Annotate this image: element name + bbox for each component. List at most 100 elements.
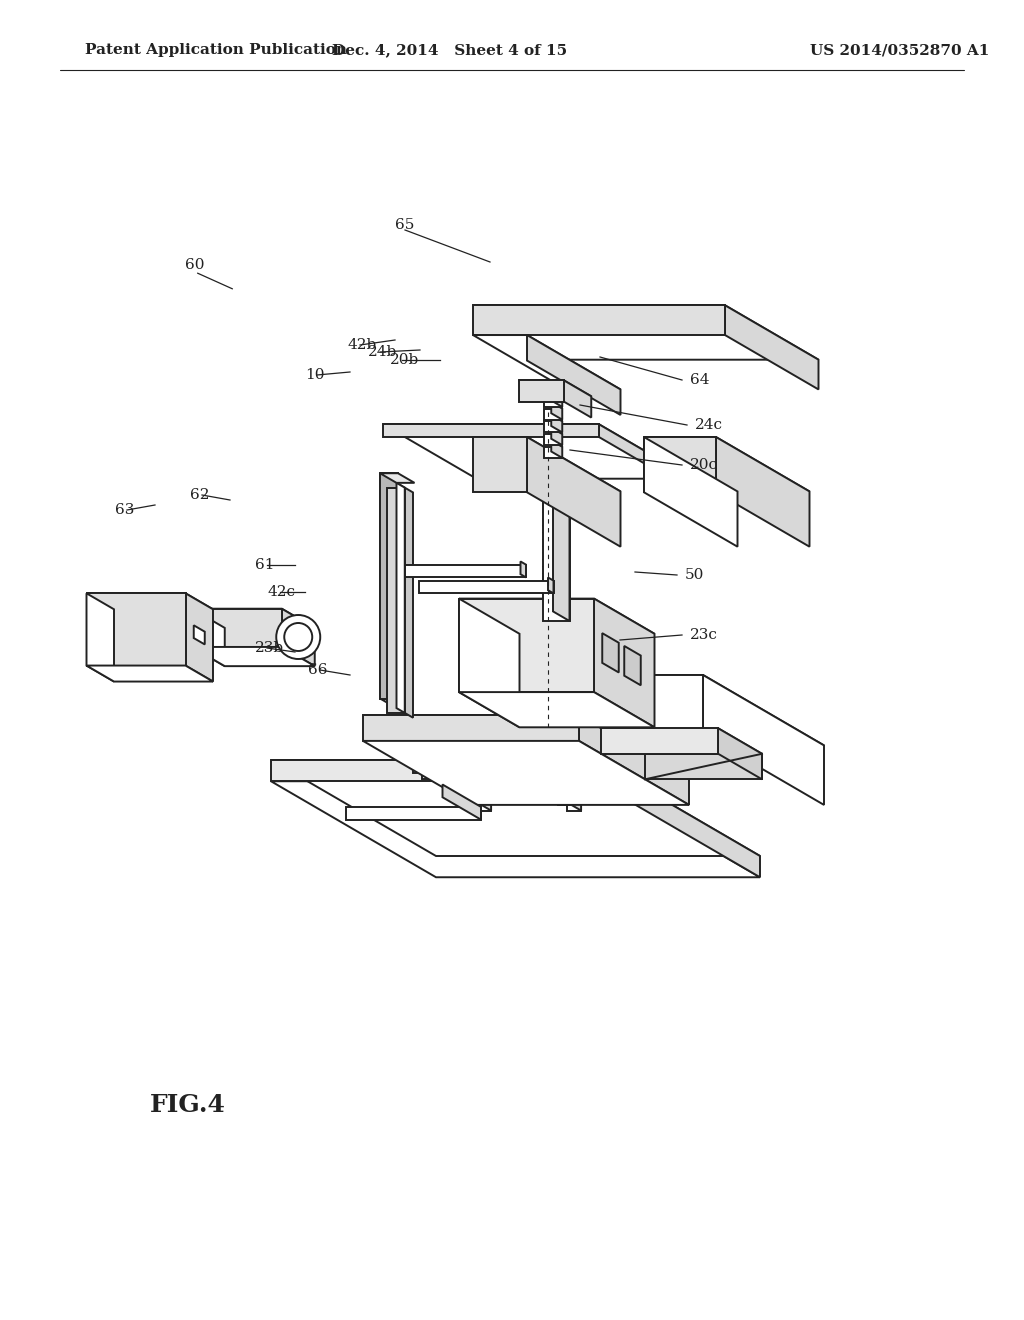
- Polygon shape: [473, 335, 621, 389]
- Polygon shape: [644, 437, 810, 491]
- Polygon shape: [282, 609, 314, 667]
- Polygon shape: [579, 715, 689, 805]
- Polygon shape: [527, 335, 621, 414]
- Polygon shape: [645, 754, 762, 779]
- Text: 23c: 23c: [690, 628, 718, 642]
- Polygon shape: [519, 380, 591, 396]
- Polygon shape: [362, 715, 579, 741]
- Text: 62: 62: [190, 488, 210, 502]
- Polygon shape: [362, 715, 689, 779]
- Polygon shape: [442, 784, 481, 820]
- Text: US 2014/0352870 A1: US 2014/0352870 A1: [810, 44, 989, 57]
- Polygon shape: [86, 593, 114, 681]
- Polygon shape: [718, 729, 762, 779]
- Polygon shape: [185, 593, 213, 681]
- Polygon shape: [544, 409, 562, 420]
- Polygon shape: [459, 692, 654, 727]
- Polygon shape: [512, 727, 526, 779]
- Polygon shape: [544, 396, 562, 407]
- Polygon shape: [503, 722, 517, 774]
- Polygon shape: [520, 561, 526, 577]
- Polygon shape: [271, 781, 760, 878]
- Polygon shape: [544, 447, 562, 458]
- Polygon shape: [459, 598, 519, 727]
- Polygon shape: [566, 759, 581, 810]
- Polygon shape: [551, 441, 562, 458]
- Polygon shape: [86, 593, 185, 665]
- Polygon shape: [383, 424, 599, 437]
- Polygon shape: [625, 645, 641, 685]
- Polygon shape: [517, 722, 526, 779]
- Polygon shape: [380, 474, 415, 483]
- Polygon shape: [551, 428, 562, 445]
- Polygon shape: [459, 598, 594, 692]
- Polygon shape: [86, 593, 213, 610]
- Polygon shape: [397, 483, 413, 718]
- Polygon shape: [422, 727, 436, 779]
- Polygon shape: [473, 305, 725, 335]
- Circle shape: [276, 615, 321, 659]
- Polygon shape: [191, 609, 314, 628]
- Polygon shape: [519, 380, 564, 401]
- Text: 63: 63: [115, 503, 134, 517]
- Polygon shape: [551, 414, 562, 433]
- Polygon shape: [602, 634, 618, 672]
- Polygon shape: [191, 647, 314, 667]
- Polygon shape: [548, 577, 554, 594]
- Polygon shape: [553, 450, 569, 620]
- Text: Dec. 4, 2014   Sheet 4 of 15: Dec. 4, 2014 Sheet 4 of 15: [333, 44, 567, 57]
- Polygon shape: [346, 807, 481, 820]
- Polygon shape: [564, 380, 591, 417]
- Polygon shape: [703, 675, 824, 805]
- Polygon shape: [362, 741, 689, 805]
- Polygon shape: [473, 437, 527, 492]
- Text: 64: 64: [690, 374, 710, 387]
- Polygon shape: [191, 609, 224, 667]
- Polygon shape: [380, 474, 398, 698]
- Text: 60: 60: [185, 257, 205, 272]
- Text: 23b: 23b: [255, 642, 284, 655]
- Polygon shape: [191, 609, 282, 647]
- Polygon shape: [413, 722, 427, 774]
- Polygon shape: [551, 403, 562, 420]
- Polygon shape: [544, 434, 562, 445]
- Text: 24b: 24b: [368, 345, 397, 359]
- Polygon shape: [271, 760, 595, 781]
- Text: 42b: 42b: [348, 338, 377, 352]
- Text: 20b: 20b: [390, 352, 419, 367]
- Text: 42c: 42c: [268, 585, 296, 599]
- Polygon shape: [543, 459, 569, 620]
- Polygon shape: [86, 665, 213, 681]
- Polygon shape: [558, 755, 572, 805]
- Polygon shape: [599, 424, 692, 491]
- Text: 61: 61: [255, 558, 274, 572]
- Polygon shape: [568, 675, 824, 746]
- Polygon shape: [271, 760, 760, 855]
- Polygon shape: [645, 729, 762, 754]
- Polygon shape: [387, 487, 404, 713]
- Text: 65: 65: [395, 218, 415, 232]
- Polygon shape: [544, 421, 562, 433]
- Polygon shape: [482, 755, 492, 810]
- Polygon shape: [595, 760, 760, 878]
- Polygon shape: [459, 598, 654, 634]
- Polygon shape: [568, 675, 703, 734]
- Polygon shape: [473, 437, 621, 491]
- Polygon shape: [594, 598, 654, 727]
- Text: 10: 10: [305, 368, 325, 381]
- Polygon shape: [725, 305, 818, 389]
- Polygon shape: [468, 755, 482, 805]
- Polygon shape: [527, 437, 621, 546]
- Polygon shape: [419, 581, 554, 594]
- Polygon shape: [601, 729, 718, 754]
- Polygon shape: [473, 305, 818, 360]
- Polygon shape: [383, 424, 692, 479]
- Polygon shape: [644, 437, 716, 492]
- Text: 20c: 20c: [690, 458, 718, 473]
- Text: FIG.4: FIG.4: [150, 1093, 226, 1117]
- Text: 24c: 24c: [695, 418, 723, 432]
- Polygon shape: [380, 474, 396, 708]
- Polygon shape: [572, 755, 581, 810]
- Polygon shape: [396, 483, 404, 713]
- Text: 50: 50: [685, 568, 705, 582]
